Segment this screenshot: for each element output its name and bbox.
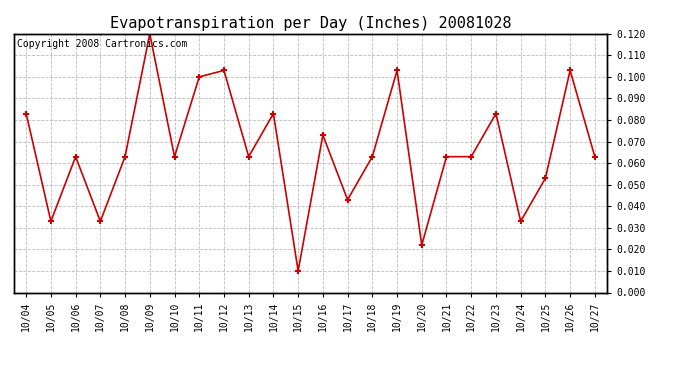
Title: Evapotranspiration per Day (Inches) 20081028: Evapotranspiration per Day (Inches) 2008…	[110, 16, 511, 31]
Text: Copyright 2008 Cartronics.com: Copyright 2008 Cartronics.com	[17, 39, 187, 49]
